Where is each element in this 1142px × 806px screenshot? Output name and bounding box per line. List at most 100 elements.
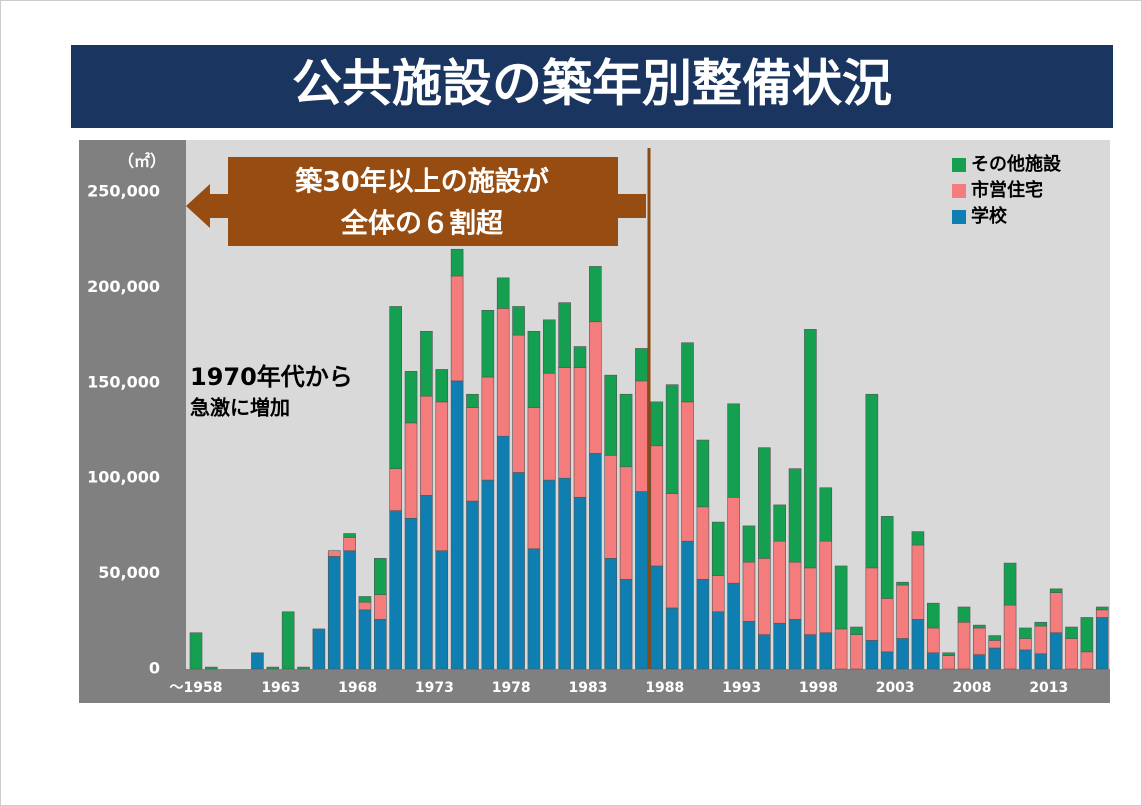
bar-segment (496, 435, 510, 670)
bar-segment (896, 638, 909, 670)
bar-segment (589, 453, 602, 670)
bar-segment (404, 422, 418, 519)
bar-segment (635, 348, 648, 382)
bar-segment (527, 330, 541, 408)
bar-segment (911, 531, 925, 546)
x-tick-label: 1993 (722, 680, 761, 696)
x-tick-label: 1963 (261, 680, 300, 696)
bar-segment (773, 540, 786, 624)
bar-segment (481, 309, 495, 378)
bar-segment (466, 500, 479, 670)
bar-segment (773, 504, 786, 542)
bar-segment (711, 521, 725, 576)
bar-segment (850, 626, 863, 635)
bar-segment (788, 619, 802, 670)
bar-segment (819, 632, 833, 670)
bar-segment (850, 634, 863, 670)
bar-segment (650, 565, 664, 670)
bar-segment (773, 622, 786, 670)
bar-segment (374, 619, 387, 670)
bar-segment (665, 384, 679, 494)
bar-segment (604, 558, 618, 670)
bar-segment (1049, 632, 1063, 670)
bar-segment (573, 346, 587, 368)
bar-segment (942, 652, 955, 656)
bar-segment (988, 647, 1002, 670)
bar-segment (466, 393, 479, 408)
bar-segment (1034, 653, 1048, 670)
bar-segment (1080, 617, 1094, 653)
bar-segment (573, 367, 587, 498)
y-tick-label: 50,000 (98, 563, 160, 582)
bar-segment (327, 556, 341, 670)
callout-text: 築30年以上の施設が (294, 166, 549, 198)
legend-label: 市営住宅 (971, 179, 1043, 201)
bar-segment (358, 596, 372, 603)
bar-segment (788, 561, 802, 620)
bar-segment (619, 579, 633, 670)
bar-segment (880, 651, 894, 670)
y-tick-label: 200,000 (87, 277, 160, 296)
bar-segment (389, 468, 402, 511)
x-tick-label: 2013 (1029, 680, 1068, 696)
bar-segment (957, 621, 971, 670)
bar-segment (1095, 606, 1109, 611)
bar-segment (742, 620, 756, 670)
bar-segment (619, 393, 633, 468)
bar-segment (343, 533, 356, 538)
bar-segment (681, 342, 694, 403)
bar-segment (1049, 588, 1063, 593)
bar-segment (1095, 609, 1109, 618)
bar-segment (512, 334, 525, 473)
bar-segment (896, 584, 909, 639)
y-tick-label: 150,000 (87, 372, 160, 391)
bar-segment (635, 380, 648, 492)
bar-segment (542, 479, 556, 670)
bar-segment (1019, 649, 1032, 670)
bar-segment (926, 627, 940, 654)
bar-segment (527, 407, 541, 550)
bar-segment (650, 401, 664, 447)
bar-segment (911, 619, 925, 670)
bar-segment (988, 635, 1002, 641)
bar-segment (327, 550, 341, 557)
bar-segment (450, 380, 464, 670)
bar-segment (374, 558, 387, 595)
bar-segment (343, 537, 356, 552)
title: 公共施設の築年別整備状況 (292, 55, 892, 113)
bar-segment (727, 403, 740, 498)
y-tick-label: 100,000 (87, 468, 160, 487)
bar-segment (542, 372, 556, 481)
bar-segment (420, 330, 433, 397)
bar-segment (358, 601, 372, 611)
bar-segment (696, 506, 710, 580)
x-tick-label: 1988 (645, 680, 684, 696)
bar-segment (988, 640, 1002, 649)
bar-segment (911, 544, 925, 620)
bar-segment (681, 540, 694, 670)
legend-label: 学校 (971, 205, 1008, 227)
bar-segment (880, 516, 894, 599)
bar-segment (973, 624, 986, 629)
legend-swatch (952, 210, 966, 224)
bar-segment (942, 655, 955, 670)
bar-segment (404, 371, 418, 424)
bar-segment (804, 634, 817, 670)
bar-segment (374, 594, 387, 620)
bar-segment (558, 477, 571, 670)
bar-segment (973, 654, 986, 670)
bar-segment (312, 628, 326, 670)
bar-segment (926, 602, 940, 629)
x-tick-label: 1968 (338, 680, 377, 696)
bar-segment (450, 248, 464, 277)
bar-segment (466, 407, 479, 502)
legend-swatch (952, 158, 966, 172)
bar-segment (1003, 604, 1017, 670)
x-tick-label: 1973 (415, 680, 454, 696)
bar-segment (558, 302, 571, 368)
bar-segment (512, 306, 525, 336)
bar-segment (496, 308, 510, 437)
bar-segment (788, 468, 802, 563)
callout-text: 全体の６割超 (340, 208, 504, 240)
bar-segment (420, 395, 433, 496)
